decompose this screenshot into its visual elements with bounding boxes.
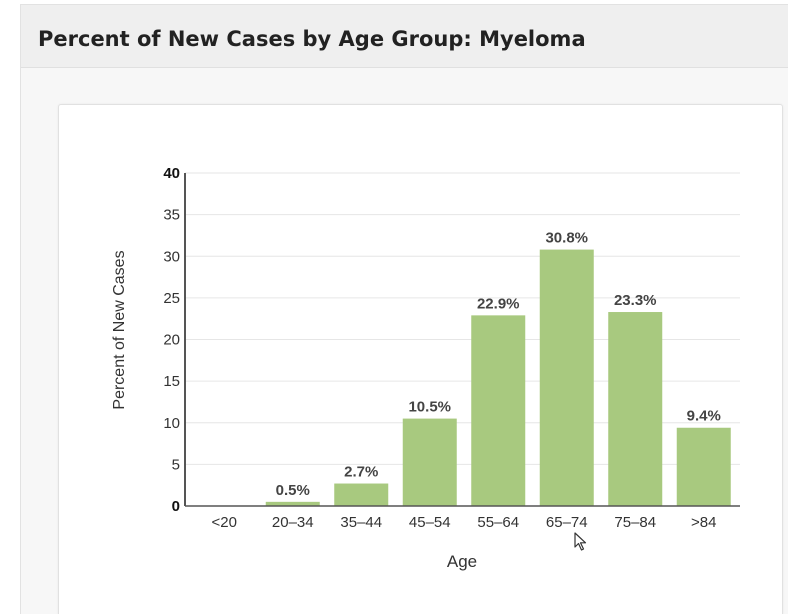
data-label: 0.5% bbox=[276, 482, 310, 499]
x-tick-label: 20–34 bbox=[272, 514, 314, 531]
x-axis-title: Age bbox=[447, 552, 477, 571]
bar[interactable] bbox=[608, 312, 663, 506]
y-tick-label: 35 bbox=[163, 207, 180, 224]
y-tick-label: 0 bbox=[172, 498, 180, 515]
x-tick-label: 45–54 bbox=[409, 514, 451, 531]
mouse-pointer-icon bbox=[574, 532, 587, 551]
bar[interactable] bbox=[402, 418, 457, 506]
y-tick-label: 30 bbox=[163, 248, 180, 265]
x-tick-label: 35–44 bbox=[340, 514, 382, 531]
bar[interactable] bbox=[265, 501, 320, 506]
data-label: 22.9% bbox=[477, 295, 520, 312]
bar[interactable] bbox=[334, 483, 389, 506]
y-axis-ticks: 0 5 10 15 20 25 30 35 40 bbox=[163, 165, 180, 515]
bars bbox=[265, 249, 731, 506]
bar[interactable] bbox=[539, 249, 594, 506]
y-tick-label: 20 bbox=[163, 332, 180, 349]
data-label: 2.7% bbox=[344, 464, 378, 481]
y-tick-label: 5 bbox=[172, 456, 180, 473]
x-axis-ticks: <20 20–34 35–44 45–54 55–64 65–74 75–84 >84 bbox=[212, 514, 717, 531]
data-labels: 0.5% 2.7% 10.5% 22.9% 30.8% 23.3% 9.4% bbox=[276, 230, 721, 499]
x-tick-label: <20 bbox=[212, 514, 237, 531]
data-label: 9.4% bbox=[687, 408, 721, 425]
y-tick-label: 10 bbox=[163, 415, 180, 432]
x-tick-label: 65–74 bbox=[546, 514, 588, 531]
y-tick-label: 15 bbox=[163, 373, 180, 390]
bar[interactable] bbox=[471, 315, 526, 506]
y-tick-label: 40 bbox=[163, 165, 180, 182]
data-label: 10.5% bbox=[408, 399, 451, 416]
x-tick-label: 75–84 bbox=[614, 514, 656, 531]
x-tick-label: >84 bbox=[691, 514, 716, 531]
x-tick-label: 55–64 bbox=[477, 514, 519, 531]
bar[interactable] bbox=[676, 427, 731, 506]
data-label: 30.8% bbox=[545, 230, 588, 247]
panel-title: Percent of New Cases by Age Group: Myelo… bbox=[38, 27, 586, 51]
y-tick-label: 25 bbox=[163, 290, 180, 307]
y-axis-title: Percent of New Cases bbox=[111, 250, 128, 409]
panel-header: Percent of New Cases by Age Group: Myelo… bbox=[21, 5, 788, 68]
grid-lines bbox=[185, 172, 740, 465]
data-label: 23.3% bbox=[614, 292, 657, 309]
